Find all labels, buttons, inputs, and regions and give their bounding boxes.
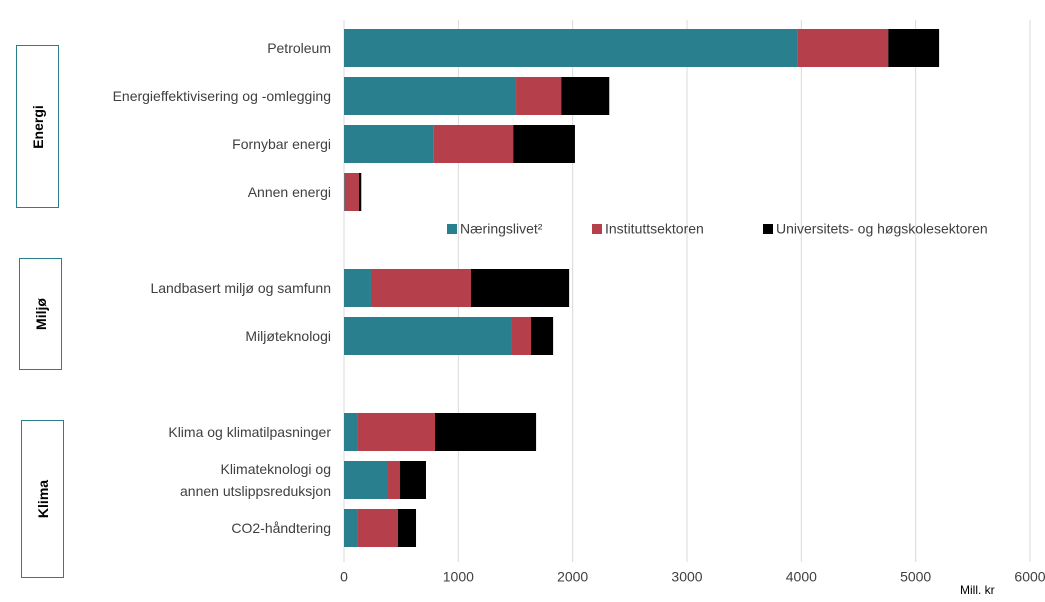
bar (561, 77, 610, 115)
bar (357, 509, 398, 547)
x-tick-label: 4000 (786, 569, 817, 585)
legend-label: Universitets- og høgskolesektoren (776, 221, 988, 237)
group-label: Miljø (32, 298, 49, 330)
bar (516, 77, 562, 115)
bar (531, 317, 554, 355)
bar (357, 413, 436, 451)
y-tick-label: Energieffektivisering og -omlegging (112, 88, 331, 104)
legend-label: Instituttsektoren (605, 221, 704, 237)
bar (344, 77, 517, 115)
group-box: Klima (21, 420, 64, 578)
x-tick-label: 1000 (443, 569, 474, 585)
bar (344, 173, 359, 211)
bar (344, 461, 389, 499)
x-tick-label: 5000 (900, 569, 931, 585)
bar (397, 509, 417, 547)
y-tick-label: Landbasert miljø og samfunn (150, 280, 331, 296)
bar (388, 461, 401, 499)
y-tick-label: CO2-håndtering (231, 520, 331, 536)
bar (344, 125, 434, 163)
bar (797, 29, 889, 67)
y-tick-label: Fornybar energi (232, 136, 331, 152)
y-tick-label: Miljøteknologi (245, 328, 331, 344)
legend-swatch (763, 224, 773, 234)
bar (344, 509, 358, 547)
bar (435, 413, 537, 451)
bar (344, 269, 371, 307)
group-label: Klima (34, 479, 51, 519)
bar (344, 317, 512, 355)
x-tick-label: 2000 (557, 569, 588, 585)
x-tick-label: 3000 (671, 569, 702, 585)
y-tick-label: Petroleum (267, 40, 331, 56)
group-box: Energi (16, 45, 59, 208)
legend-swatch (447, 224, 457, 234)
group-box: Miljø (19, 258, 62, 370)
bar (511, 317, 532, 355)
bar (888, 29, 940, 67)
bar (358, 173, 362, 211)
bar (344, 29, 798, 67)
legend-label: Næringslivet² (460, 221, 543, 237)
bar (344, 413, 358, 451)
group-label: Energi (29, 104, 46, 149)
x-axis-title: Mill. kr (960, 583, 995, 597)
bar (400, 461, 426, 499)
legend-swatch (592, 224, 602, 234)
y-tick-label: Klima og klimatilpasninger (168, 424, 331, 440)
x-tick-label: 6000 (1014, 569, 1045, 585)
bar (344, 173, 345, 211)
bar (471, 269, 570, 307)
y-tick-label: Annen energi (247, 184, 331, 200)
bar (513, 125, 575, 163)
bar (370, 269, 472, 307)
y-tick-label: Klimateknologi og annen utslippsreduksjo… (180, 461, 331, 499)
bar (433, 125, 514, 163)
x-tick-label: 0 (340, 569, 348, 585)
